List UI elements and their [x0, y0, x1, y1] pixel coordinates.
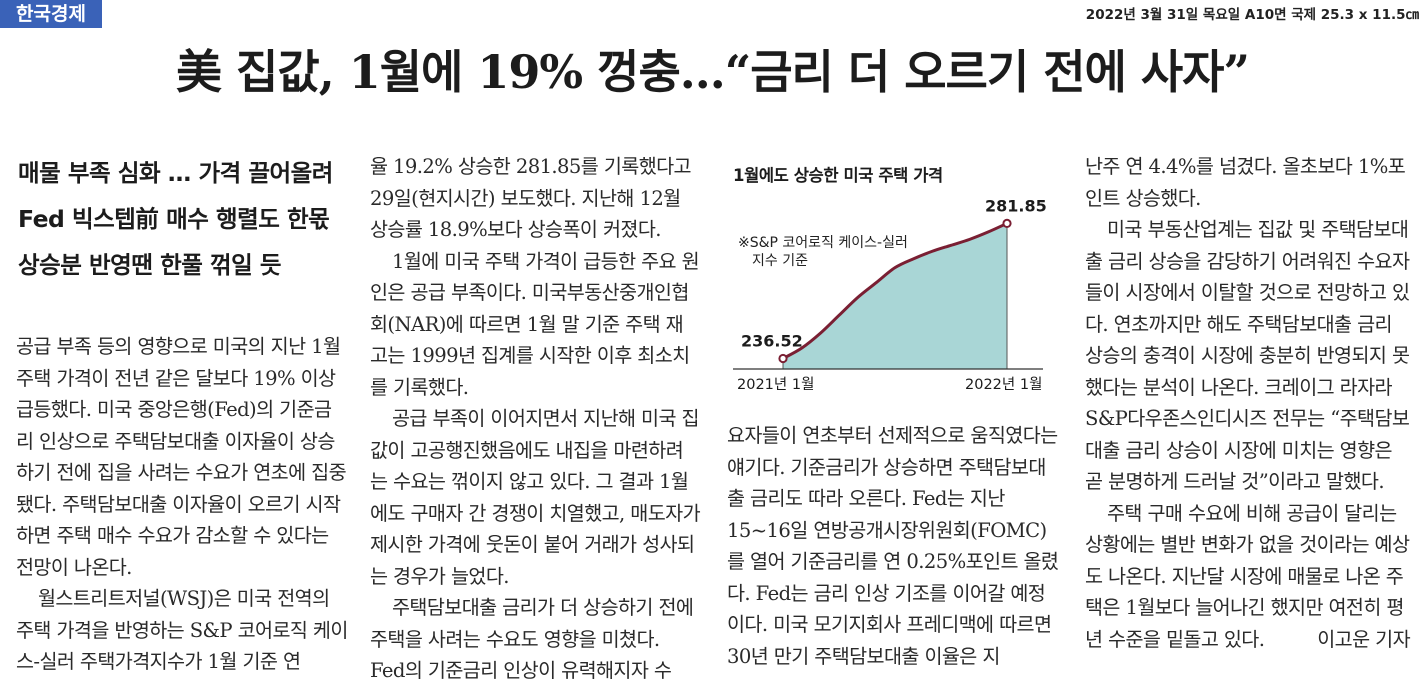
subhead-3: 상승분 반영땐 한풀 꺾일 듯: [18, 251, 282, 279]
area-fill: [783, 223, 1007, 369]
subhead-2: Fed 빅스텝前 매수 행렬도 한몫: [18, 205, 330, 233]
chart-note-line-1: ※S&P 코어로직 케이스-실러: [738, 235, 908, 251]
data-label-start: 236.52: [741, 332, 803, 351]
body-column-4: 난주 연 4.4%를 넘겼다. 올초보다 1%포인트 상승했다. 미국 부동산업…: [1085, 151, 1411, 656]
chart-title: 1월에도 상승한 미국 주택 가격: [733, 166, 943, 185]
paragraph-text: 주택 구매 수요에 비해 공급이 달리는 상황에는 별반 변화가 없을 것이라는…: [1085, 501, 1410, 651]
headline: 美 집값, 1월에 19% 껑충…“금리 더 오르기 전에 사자”: [176, 45, 1250, 99]
chart-note: ※S&P 코어로직 케이스-실러 지수 기준: [738, 234, 908, 270]
paragraph: 요자들이 연초부터 선제적으로 움직였다는 얘기다. 기준금리가 상승하면 주택…: [727, 424, 1059, 668]
dateline: 2022년 3월 31일 목요일 A10면 국제 25.3 x 11.5㎝: [1085, 7, 1419, 23]
start-point-marker: [778, 353, 788, 364]
paragraph: 율 19.2% 상승한 281.85를 기록했다고 29일(현지시간) 보도했다…: [370, 155, 692, 241]
paragraph: 공급 부족 등의 영향으로 미국의 지난 1월 주택 가격이 전년 같은 달보다…: [16, 335, 347, 579]
paragraph: 월스트리트저널(WSJ)은 미국 전역의 주택 가격을 반영하는 S&P 코어로…: [16, 587, 348, 673]
paragraph: 공급 부족이 이어지면서 지난해 미국 집값이 고공행진했음에도 내집을 마련하…: [370, 407, 701, 588]
x-tick-label-start: 2021년 1월: [737, 376, 814, 393]
series-line: [781, 221, 1009, 361]
subhead-1: 매물 부족 심화 … 가격 끌어올려: [18, 159, 333, 187]
paragraph: 난주 연 4.4%를 넘겼다. 올초보다 1%포인트 상승했다.: [1085, 155, 1406, 210]
paragraph: 주택담보대출 금리가 더 상승하기 전에 주택을 사려는 수요도 영향을 미쳤다…: [370, 596, 694, 682]
subheads: 매물 부족 심화 … 가격 끌어올려 Fed 빅스텝前 매수 행렬도 한몫 상승…: [18, 150, 358, 288]
body-column-1: 공급 부족 등의 영향으로 미국의 지난 1월 주택 가격이 전년 같은 달보다…: [16, 331, 348, 678]
data-label-end: 281.85: [985, 196, 1047, 215]
paragraph: 주택 구매 수요에 비해 공급이 달리는 상황에는 별반 변화가 없을 것이라는…: [1085, 498, 1411, 656]
masthead-logo: 한국경제: [0, 0, 102, 28]
paragraph: 1월에 미국 주택 가격이 급등한 주요 원인은 공급 부족이다. 미국부동산중…: [370, 249, 700, 399]
house-price-chart: 236.52 281.85 2021년 1월 2022년 1월: [733, 196, 1047, 393]
body-column-2: 율 19.2% 상승한 281.85를 기록했다고 29일(현지시간) 보도했다…: [370, 151, 701, 687]
paragraph: 미국 부동산업계는 집값 및 주택담보대출 금리 상승을 감당하기 어려워진 수…: [1085, 218, 1410, 493]
body-column-3: 요자들이 연초부터 선제적으로 움직였다는 얘기다. 기준금리가 상승하면 주택…: [727, 420, 1060, 672]
byline: 이고운 기자: [1317, 627, 1410, 651]
x-tick-label-end: 2022년 1월: [965, 376, 1042, 393]
chart-note-line-2: 지수 기준: [752, 253, 808, 269]
end-point-marker: [1002, 218, 1012, 229]
